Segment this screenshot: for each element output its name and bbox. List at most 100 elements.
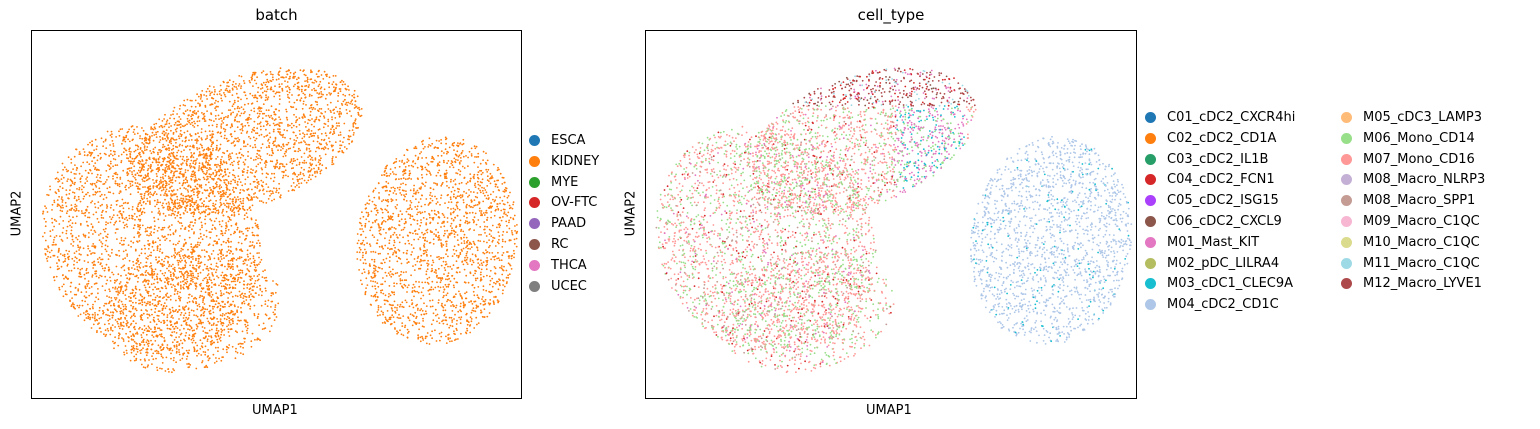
scatter-point (374, 251, 377, 254)
scatter-point (184, 200, 186, 203)
scatter-point (263, 112, 266, 115)
scatter-point (190, 175, 193, 178)
scatter-point (57, 249, 60, 252)
scatter-point (214, 228, 217, 230)
scatter-point (94, 206, 97, 209)
scatter-point (306, 78, 309, 81)
scatter-point (179, 104, 182, 107)
scatter-point (479, 226, 482, 228)
scatter-point (218, 148, 221, 151)
scatter-point (444, 304, 446, 307)
scatter-point (305, 147, 308, 150)
scatter-point (143, 211, 146, 214)
scatter-point (377, 309, 380, 311)
scatter-point (136, 182, 139, 185)
scatter-point (367, 213, 370, 216)
scatter-point (437, 216, 440, 218)
scatter-point (139, 218, 142, 221)
scatter-point (273, 95, 276, 98)
scatter-point (197, 260, 200, 263)
scatter-point (506, 231, 508, 234)
scatter-point (93, 317, 96, 320)
scatter-point (289, 75, 291, 78)
scatter-point (219, 290, 222, 292)
scatter-point (126, 320, 128, 322)
scatter-point (463, 242, 466, 245)
scatter-point (186, 318, 189, 321)
scatter-point (178, 305, 181, 308)
scatter-point (376, 239, 379, 242)
scatter-point (417, 336, 420, 339)
scatter-point (435, 228, 437, 231)
scatter-point (293, 139, 296, 141)
scatter-point (374, 187, 377, 190)
scatter-point (242, 232, 245, 235)
scatter-point (394, 327, 396, 329)
scatter-point (446, 221, 449, 223)
scatter-point (412, 306, 415, 309)
scatter-point (265, 202, 268, 204)
scatter-point (80, 253, 82, 256)
scatter-point (247, 255, 249, 258)
scatter-point (60, 198, 63, 200)
scatter-point (180, 311, 183, 314)
scatter-point (421, 140, 423, 143)
scatter-point (510, 230, 513, 232)
scatter-point (210, 296, 213, 298)
scatter-point (162, 212, 165, 215)
scatter-point (169, 228, 172, 231)
scatter-point (215, 271, 217, 274)
scatter-point (205, 90, 208, 93)
scatter-point (414, 230, 416, 233)
scatter-point (147, 175, 149, 178)
scatter-point (118, 249, 120, 252)
scatter-point (377, 305, 380, 307)
scatter-point (270, 114, 273, 117)
scatter-point (312, 140, 315, 143)
scatter-point (196, 349, 199, 352)
scatter-point (135, 359, 138, 361)
scatter-point (253, 246, 255, 249)
scatter-point (182, 280, 185, 282)
scatter-point (453, 157, 456, 160)
scatter-point (206, 340, 209, 342)
scatter-point (262, 270, 264, 273)
scatter-point (220, 292, 223, 294)
scatter-point (443, 294, 445, 297)
scatter-point (431, 195, 433, 198)
scatter-point (317, 166, 320, 169)
scatter-point (122, 311, 124, 314)
scatter-point (316, 171, 319, 174)
scatter-point (261, 276, 264, 278)
scatter-point (101, 203, 103, 206)
scatter-point (479, 169, 481, 172)
scatter-point (212, 316, 215, 319)
scatter-point (288, 77, 291, 80)
scatter-point (455, 304, 458, 307)
scatter-point (184, 264, 187, 267)
scatter-point (141, 198, 144, 201)
scatter-point (501, 234, 504, 236)
scatter-point (236, 107, 239, 110)
scatter-point (274, 113, 277, 116)
scatter-point (217, 257, 220, 259)
scatter-point (278, 103, 281, 105)
scatter-point (125, 298, 127, 300)
scatter-point (404, 299, 407, 302)
scatter-point (58, 180, 61, 182)
scatter-point (241, 174, 244, 177)
scatter-point (142, 274, 145, 276)
scatter-point (203, 249, 206, 252)
scatter-point (244, 111, 246, 113)
scatter-point (307, 143, 309, 146)
scatter-point (168, 349, 171, 352)
scatter-point (496, 257, 498, 260)
scatter-point (165, 132, 167, 134)
scatter-point (388, 239, 391, 242)
scatter-point (305, 148, 308, 151)
scatter-point (400, 183, 402, 186)
scatter-point (437, 236, 439, 239)
scatter-point (451, 321, 454, 323)
scatter-point (138, 159, 140, 162)
scatter-point (269, 71, 272, 73)
